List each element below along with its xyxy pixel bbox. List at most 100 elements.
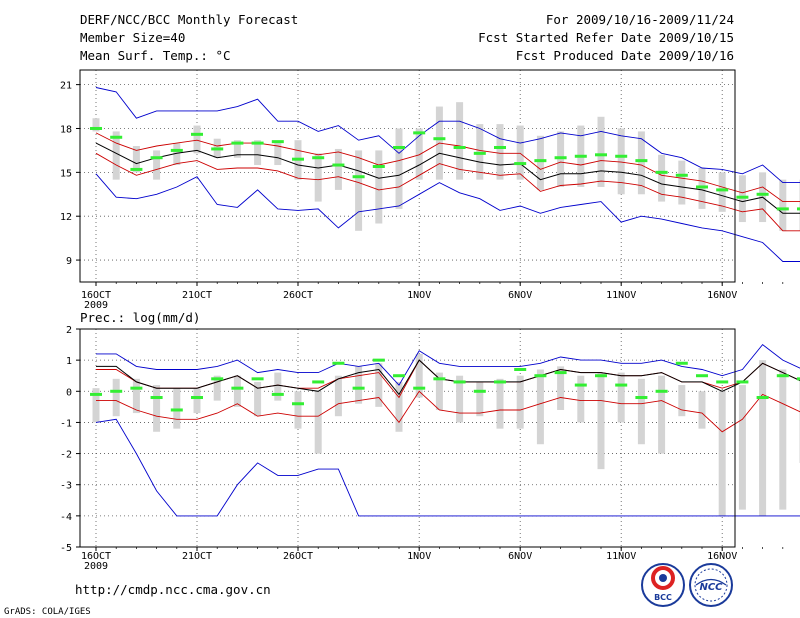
precipitation-boxes — [92, 353, 800, 516]
temperature-box-3 — [153, 150, 161, 180]
temperature-marker-4 — [170, 148, 183, 152]
precipitation-marker-17 — [433, 377, 446, 381]
temperature-marker-23 — [554, 156, 567, 160]
temperature-marker-1 — [110, 135, 123, 139]
precipitation-marker-9 — [271, 392, 284, 396]
precipitation-marker-22 — [534, 374, 547, 378]
temperature-box-21 — [516, 125, 524, 180]
precipitation-xtick-sublabel: 2009 — [84, 561, 108, 572]
temperature-marker-8 — [251, 141, 264, 145]
fcst-started-date: Fcst Started Refer Date 2009/10/15 — [478, 30, 734, 45]
precipitation-marker-28 — [655, 389, 668, 393]
temperature-box-28 — [658, 154, 666, 202]
precipitation-marker-3 — [150, 396, 163, 400]
bcc-logo: BCC — [641, 563, 685, 607]
precipitation-ytick-label--2: -2 — [60, 450, 72, 461]
bcc-logo-text: BCC — [654, 593, 672, 602]
temperature-line-lower — [95, 152, 800, 232]
temperature-frame — [79, 69, 736, 283]
temperature-marker-34 — [776, 207, 789, 211]
temperature-marker-19 — [473, 151, 486, 155]
precipitation-marker-14 — [372, 358, 385, 362]
precipitation-box-25 — [597, 372, 605, 470]
temperature-marker-6 — [211, 147, 224, 151]
temperature-x-ticks: 16OCT200921OCT26OCT1NOV6NOV11NOV16NOV21N… — [81, 282, 784, 311]
precipitation-box-20 — [496, 378, 504, 429]
temperature-marker-25 — [595, 153, 607, 157]
temperature-ytick-label-9: 9 — [66, 256, 72, 267]
precipitation-marker-25 — [595, 374, 607, 378]
bcc-logo-swirl — [651, 566, 675, 590]
temperature-marker-32 — [736, 195, 749, 199]
precipitation-marker-24 — [574, 383, 587, 387]
temperature-box-18 — [456, 102, 464, 180]
footer-url: http://cmdp.ncc.cma.gov.cn — [75, 582, 271, 597]
precipitation-box-19 — [476, 381, 484, 417]
temperature-marker-35 — [797, 207, 800, 211]
temperature-marker-0 — [90, 126, 102, 130]
precipitation-box-0 — [92, 388, 100, 423]
precipitation-marker-27 — [635, 396, 648, 400]
temperature-ytick-label-21: 21 — [60, 81, 72, 92]
precipitation-xtick-label-26OCT: 26OCT — [283, 551, 313, 562]
precipitation-box-8 — [254, 381, 262, 417]
temperature-y-ticks: 9 12 15 18 21 — [60, 81, 80, 267]
precipitation-marker-0 — [90, 392, 102, 396]
ncc-logo-arc — [695, 578, 727, 586]
temperature-marker-3 — [150, 156, 163, 160]
precipitation-marker-33 — [756, 396, 769, 400]
precipitation-box-5 — [193, 388, 201, 414]
precipitation-marker-16 — [413, 386, 426, 390]
precipitation-box-24 — [577, 375, 585, 423]
temperature-box-12 — [334, 148, 342, 190]
precipitation-box-29 — [678, 385, 686, 417]
precipitation-line-max — [96, 343, 800, 386]
temperature-marker-18 — [453, 145, 466, 149]
temperature-xtick-label-26OCT: 26OCT — [283, 290, 313, 301]
temperature-marker-2 — [130, 167, 143, 171]
temperature-marker-24 — [574, 154, 587, 158]
temperature-box-4 — [173, 143, 181, 166]
temperature-marker-28 — [655, 170, 668, 174]
temperature-xtick-label-21OCT: 21OCT — [182, 290, 212, 301]
precipitation-box-4 — [173, 388, 181, 429]
precipitation-ytick-label-1: 1 — [66, 356, 72, 367]
temperature-box-29 — [678, 160, 686, 205]
precipitation-marker-10 — [292, 402, 304, 406]
precipitation-marker-13 — [352, 386, 365, 390]
precipitation-marker-31 — [716, 380, 729, 384]
precipitation-box-6 — [213, 375, 221, 401]
precipitation-box-16 — [415, 353, 423, 398]
temperature-marker-12 — [332, 163, 345, 167]
precipitation-marker-8 — [251, 377, 264, 381]
precipitation-box-9 — [274, 372, 282, 401]
temperature-marker-5 — [191, 132, 203, 136]
precipitation-x-ticks: 16OCT200921OCT26OCT1NOV6NOV11NOV16NOV21N… — [81, 547, 784, 572]
temperature-marker-21 — [514, 162, 527, 166]
temperature-box-25 — [597, 116, 605, 187]
precipitation-box-26 — [617, 372, 625, 423]
temperature-box-7 — [233, 140, 241, 158]
temperature-line-mean — [95, 142, 800, 214]
precipitation-frame — [79, 328, 736, 548]
temperature-marker-11 — [312, 156, 325, 160]
precipitation-marker-12 — [332, 361, 345, 365]
precipitation-box-2 — [132, 378, 140, 414]
precipitation-marker-34 — [776, 374, 789, 378]
ncc-logo-inner-ring — [694, 568, 728, 602]
temperature-ytick-label-15: 15 — [60, 168, 72, 179]
precipitation-xtick-label-1NOV: 1NOV — [407, 551, 431, 562]
precipitation-marker-29 — [675, 361, 688, 365]
precipitation-marker-35 — [797, 377, 800, 381]
precipitation-box-3 — [153, 385, 161, 432]
precipitation-marker-2 — [130, 386, 143, 390]
precipitation-y-ticks: -5 -4 -3 -2 -1 0 1 2 — [60, 325, 80, 554]
precip-panel-title: Prec.: log(mm/d) — [80, 310, 200, 325]
temperature-marker-29 — [675, 173, 688, 177]
temperature-marker-7 — [231, 141, 244, 145]
precipitation-xtick-label-6NOV: 6NOV — [508, 551, 532, 562]
temperature-box-0 — [92, 118, 100, 132]
precipitation-marker-4 — [170, 408, 183, 412]
precipitation-box-33 — [759, 360, 767, 516]
temperature-box-34 — [779, 179, 787, 231]
